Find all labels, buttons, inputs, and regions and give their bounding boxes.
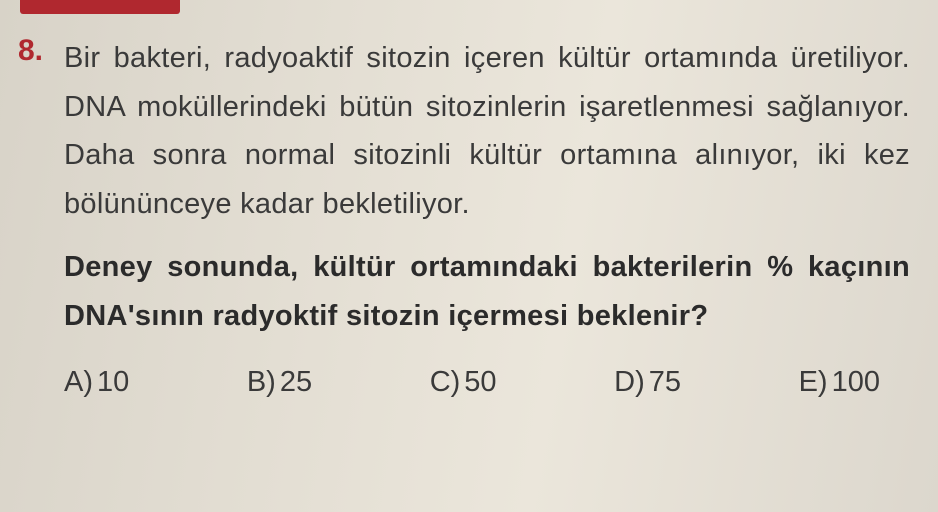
choice-e: E)100 [799,366,880,399]
question-block: 8. Bir bakteri, radyoaktif sitozin içere… [0,0,938,399]
question-prompt: Deney sonunda, kültür ortamındaki bakter… [64,243,910,340]
choice-a: A)10 [64,366,129,399]
choice-c: C)50 [430,366,497,399]
choice-row: A)10 B)25 C)50 D)75 E)100 [64,366,910,399]
question-number: 8. [18,34,43,68]
choice-label: E) [799,366,828,398]
choice-label: A) [64,366,93,398]
choice-value: 10 [97,366,129,398]
question-stem: Bir bakteri, radyoaktif sitozin içeren k… [64,34,910,229]
choice-b: B)25 [247,366,312,399]
choice-d: D)75 [614,366,681,399]
choice-label: C) [430,366,461,398]
choice-label: D) [614,366,645,398]
choice-value: 75 [649,366,681,398]
choice-value: 25 [280,366,312,398]
choice-value: 50 [464,366,496,398]
choice-label: B) [247,366,276,398]
choice-value: 100 [832,366,880,398]
